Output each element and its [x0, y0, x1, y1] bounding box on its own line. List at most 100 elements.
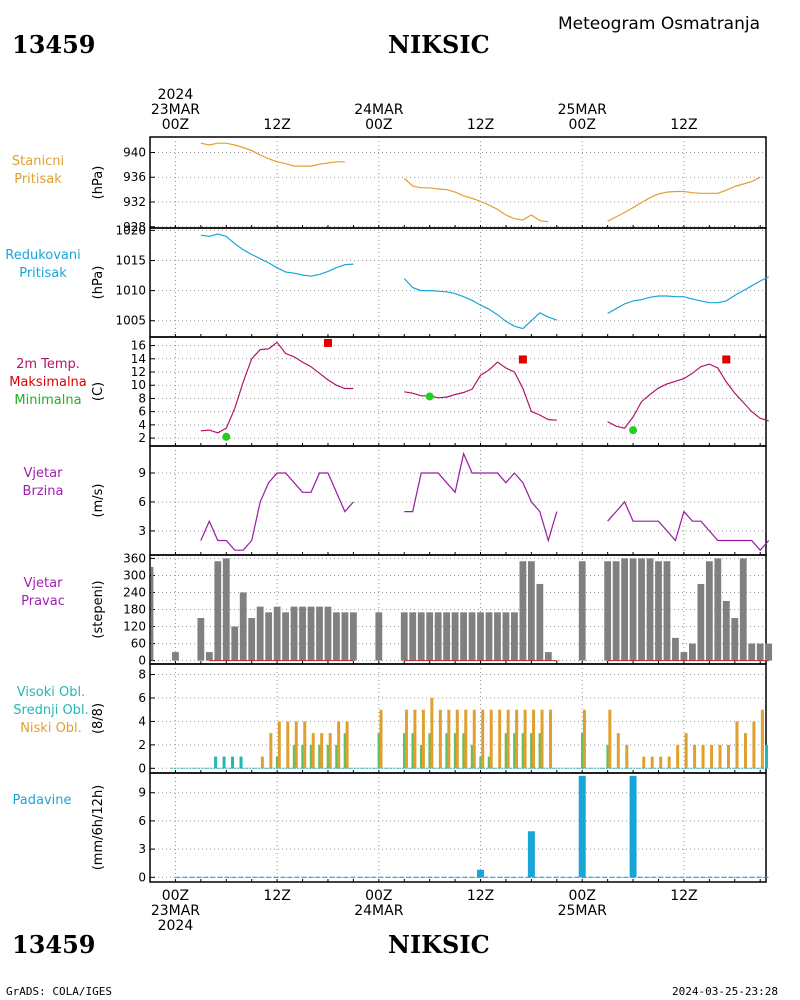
- wind-direction-bar: [290, 606, 298, 661]
- y-tick-label: 120: [123, 620, 146, 634]
- cloud-bar: [616, 733, 620, 769]
- cloud-bar: [642, 756, 646, 769]
- cloud-bar: [487, 756, 491, 769]
- cloud-bar: [462, 733, 465, 769]
- wind-direction-bar: [197, 618, 205, 661]
- y-tick-label: 932: [123, 195, 146, 209]
- cloud-bar: [286, 721, 290, 769]
- wind-direction-bar: [544, 652, 552, 661]
- wind-direction-bar: [400, 612, 408, 661]
- wind-direction-bar: [299, 606, 306, 661]
- cloud-bar: [470, 744, 474, 769]
- cloud-bar: [650, 756, 654, 769]
- wind-direction-bar: [341, 612, 349, 661]
- time-label-top: 2024: [158, 87, 194, 103]
- cloud-bar: [735, 721, 739, 769]
- time-label-top: 12Z: [467, 117, 494, 133]
- wind-direction-bar: [646, 558, 654, 661]
- cloud-bar: [549, 709, 553, 769]
- station-id-bottom: 13459: [12, 930, 96, 959]
- cloud-bar: [309, 744, 313, 769]
- y-axis-label: (mm/6h/12h): [91, 785, 106, 871]
- temperature-line: [404, 361, 557, 421]
- temperature-line: [200, 341, 354, 434]
- cloud-bar: [608, 709, 612, 769]
- y-tick-label: 4: [138, 418, 146, 432]
- panel-label-precip: Padavine: [0, 792, 97, 810]
- panel-frame: [149, 336, 767, 447]
- wind-direction-bar: [409, 612, 417, 661]
- precip-bar: [527, 831, 535, 878]
- cloud-bar: [303, 721, 307, 769]
- wind-speed-line: [404, 451, 558, 543]
- time-label-bottom: 25MAR: [558, 903, 607, 919]
- cloud-bar: [411, 733, 414, 769]
- wind-direction-bar: [638, 558, 645, 661]
- panel-label-temperature: 2m Temp. Maksimalna Minimalna: [0, 356, 103, 410]
- panel-label-wind-direction: Vjetar Pravac: [0, 575, 98, 611]
- panel-label-line: Pravac: [21, 594, 65, 609]
- wind-direction-bar: [485, 612, 493, 661]
- time-label-bottom: 24MAR: [354, 903, 403, 919]
- time-label-bottom: 00Z: [365, 888, 392, 904]
- time-label-top: 00Z: [162, 117, 189, 133]
- cloud-bar: [419, 744, 423, 769]
- y-tick-label: 936: [123, 170, 146, 184]
- cloud-bar: [701, 744, 705, 769]
- panel-label-line: Minimalna: [14, 393, 82, 408]
- wind-direction-bar: [333, 612, 340, 661]
- panel-label-line: Pritisak: [14, 172, 62, 187]
- wind-direction-bar: [214, 561, 222, 661]
- y-axis-label: (hPa): [91, 266, 106, 300]
- wind-direction-bar: [417, 612, 425, 661]
- panel-label-line: Niski Obl.: [20, 721, 82, 736]
- cloud-bar: [428, 733, 431, 769]
- wind-direction-bar: [151, 566, 154, 661]
- cloud-bar: [326, 744, 330, 769]
- panel-label-line: Padavine: [12, 793, 72, 808]
- wind-direction-bar: [205, 652, 213, 661]
- y-tick-label: 0: [138, 870, 146, 884]
- y-tick-label: 4: [138, 714, 146, 728]
- y-tick-label: 16: [131, 339, 146, 353]
- time-label-top: 00Z: [365, 117, 392, 133]
- cloud-bar: [377, 733, 381, 769]
- wind-direction-bar: [655, 561, 662, 661]
- wind-direction-bar: [375, 612, 383, 661]
- cloud-bar: [445, 733, 448, 769]
- wind-direction-bar: [307, 606, 315, 661]
- y-tick-label: 12: [131, 365, 146, 379]
- panel-label-wind-speed: Vjetar Brzina: [0, 465, 98, 501]
- cloud-bar: [530, 733, 533, 769]
- wind-direction-bar: [519, 561, 527, 661]
- wind-direction-bar: [714, 558, 722, 661]
- panel-frame: [149, 772, 767, 883]
- wind-direction-bar: [765, 643, 773, 661]
- wind-direction-bar: [536, 583, 544, 661]
- panel-label-line: Vjetar: [23, 466, 63, 481]
- cloud-bar: [337, 721, 341, 769]
- time-label-top: 12Z: [263, 117, 290, 133]
- wind-direction-bar: [460, 612, 467, 661]
- wind-direction-bar: [231, 626, 239, 661]
- y-tick-label: 3: [138, 524, 146, 538]
- wind-direction-bar: [265, 612, 273, 661]
- cloud-bar: [764, 744, 768, 769]
- y-tick-label: 360: [123, 551, 146, 565]
- y-tick-label: 6: [138, 691, 146, 705]
- wind-direction-bar: [172, 652, 179, 661]
- time-label-bottom: 12Z: [263, 888, 290, 904]
- y-tick-label: 9: [138, 466, 146, 480]
- cloud-bar: [403, 733, 406, 769]
- station-id-top: 13459: [12, 30, 96, 59]
- panel-label-sea-pressure: Redukovani Pritisak: [0, 247, 98, 283]
- wind-direction-bar: [434, 612, 442, 661]
- panel-label-line: Brzina: [22, 484, 64, 499]
- wind-direction-bar: [451, 612, 459, 661]
- wind-direction-bar: [443, 612, 451, 661]
- cloud-bar: [521, 733, 525, 769]
- tmin-marker: [629, 426, 638, 435]
- tmin-marker: [425, 392, 434, 401]
- y-axis-label: (hPa): [91, 166, 106, 200]
- wind-direction-bar: [756, 643, 764, 661]
